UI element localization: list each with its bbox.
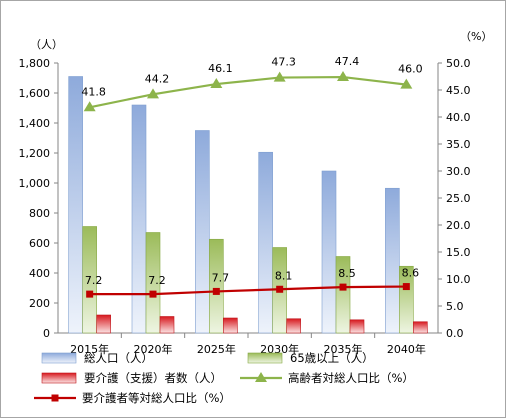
right-tick-label: 15.0 — [446, 246, 471, 259]
bar — [96, 314, 111, 334]
bar — [159, 316, 175, 334]
right-tick-label: 35.0 — [446, 138, 471, 151]
bar — [258, 151, 273, 334]
right-tick-label: 10.0 — [446, 273, 471, 286]
right-tick-label: 30.0 — [446, 165, 471, 178]
bar — [399, 265, 414, 334]
bar — [68, 76, 83, 334]
bar — [385, 187, 400, 334]
data-label: 47.3 — [271, 56, 296, 69]
series-line — [89, 75, 407, 109]
right-tick-label: 45.0 — [446, 84, 471, 97]
x-tick-label: 2025年 — [197, 342, 236, 356]
data-label: 7.2 — [85, 274, 103, 287]
square-marker — [276, 285, 284, 293]
left-tick-label: 1,800 — [19, 57, 51, 70]
left-tick-label: 400 — [29, 267, 50, 280]
square-marker — [149, 290, 157, 298]
data-label: 44.2 — [145, 72, 170, 85]
triangle-marker — [400, 78, 413, 89]
bar — [335, 256, 351, 334]
triangle-marker — [337, 71, 349, 82]
bar — [195, 130, 210, 334]
bar — [413, 321, 428, 334]
right-tick-label: 0.0 — [446, 327, 464, 340]
left-axis-unit: （人） — [30, 38, 63, 51]
bar — [209, 238, 224, 334]
bar — [349, 319, 365, 334]
bar — [82, 226, 97, 334]
x-tick-label: 2035年 — [324, 342, 363, 356]
x-tick-label: 2020年 — [134, 342, 173, 356]
legend-marker — [255, 372, 267, 382]
right-tick-label: 5.0 — [446, 300, 464, 313]
series-line — [89, 285, 407, 296]
bars — [68, 76, 428, 334]
legend: 総人口（人） 65歳以上（人） 要介護（支援）者数（人） 高齢者対総人口比（%） 要介護… — [34, 351, 414, 405]
data-label: 8.1 — [275, 269, 293, 282]
left-tick-label: 800 — [29, 207, 50, 220]
x-tick-label: 2030年 — [260, 342, 299, 356]
bar — [131, 104, 147, 334]
x-tick-label: 2040年 — [387, 342, 426, 356]
data-label: 41.8 — [81, 85, 106, 98]
left-tick-label: 1,600 — [19, 87, 51, 100]
data-label: 7.2 — [148, 274, 166, 287]
legend-swatch — [41, 372, 77, 384]
right-tick-label: 40.0 — [446, 111, 471, 124]
data-label: 47.4 — [335, 55, 360, 68]
legend-label: 総人口（人） — [84, 351, 153, 365]
left-tick-label: 0 — [43, 327, 50, 340]
legend-label: 65歳以上（人） — [290, 351, 374, 365]
square-marker — [339, 283, 347, 291]
lines — [83, 71, 413, 298]
legend-label: 要介護（支援）者数（人） — [84, 371, 222, 385]
square-marker — [402, 283, 410, 291]
square-marker — [212, 287, 220, 295]
legend-label: 要介護者等対総人口比（%） — [82, 391, 231, 405]
left-tick-label: 1,000 — [19, 177, 51, 190]
x-tick-label: 2015年 — [70, 342, 109, 356]
legend-marker — [51, 394, 59, 402]
right-tick-label: 50.0 — [446, 57, 471, 70]
bar — [145, 232, 161, 334]
right-tick-label: 25.0 — [446, 192, 471, 205]
triangle-marker — [83, 101, 96, 112]
data-labels: 41.8 44.2 46.1 47.3 47.4 46.0 7.2 7.2 7.7 8.1 8.5 8… — [81, 55, 422, 287]
legend-swatch — [247, 352, 283, 364]
data-label: 8.5 — [338, 267, 356, 280]
data-label: 7.7 — [212, 271, 230, 284]
bar — [321, 170, 337, 334]
data-label: 46.0 — [398, 63, 423, 76]
data-label: 8.6 — [402, 267, 420, 280]
legend-label: 高齢者対総人口比（%） — [288, 371, 414, 385]
axes: 0 200 400 600 800 1,000 1,200 1,400 1,600 1,800 0.… — [19, 57, 471, 356]
triangle-marker — [273, 71, 286, 82]
triangle-marker — [147, 88, 159, 99]
triangle-marker — [210, 78, 223, 89]
square-marker — [86, 290, 94, 298]
bar — [286, 318, 301, 334]
data-label: 46.1 — [208, 62, 233, 75]
right-axis-unit: （%） — [460, 30, 492, 43]
right-tick-label: 20.0 — [446, 219, 471, 232]
legend-swatch — [41, 352, 77, 364]
bar — [223, 317, 238, 334]
left-tick-label: 200 — [29, 297, 50, 310]
left-tick-label: 1,200 — [19, 147, 51, 160]
left-tick-label: 600 — [29, 237, 50, 250]
left-tick-label: 1,400 — [19, 117, 51, 130]
